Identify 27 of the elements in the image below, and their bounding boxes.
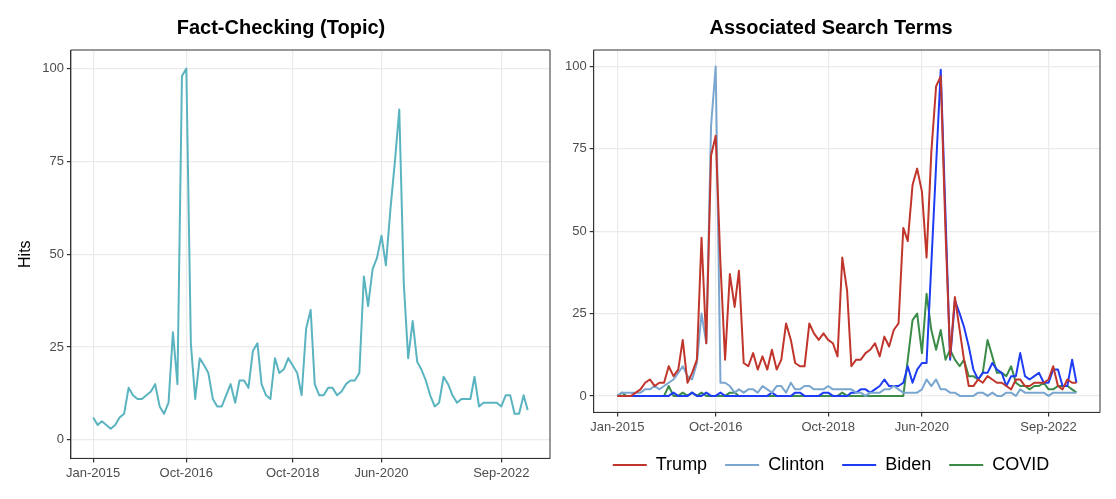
- x-tick-label: Oct-2018: [265, 464, 320, 480]
- y-tick-label: 75: [49, 152, 64, 168]
- chart-title: Associated Search Terms: [709, 15, 953, 38]
- x-tick-label: Oct-2016: [159, 464, 214, 480]
- x-tick-label: Oct-2016: [688, 418, 743, 434]
- chart-title: Fact-Checking (Topic): [176, 15, 386, 38]
- legend-label: COVID: [992, 453, 1050, 474]
- legend-label: Trump: [655, 453, 708, 474]
- x-tick-label: Sep-2022: [1020, 418, 1077, 434]
- y-tick-label: 25: [49, 338, 64, 354]
- y-tick-label: 100: [564, 58, 587, 74]
- x-tick-label: Jan-2015: [590, 418, 645, 434]
- y-tick-label: 100: [42, 60, 64, 76]
- x-tick-label: Jun-2020: [354, 464, 409, 480]
- x-tick-label: Oct-2018: [801, 418, 855, 434]
- y-tick-label: 25: [572, 305, 587, 321]
- y-tick-label: 50: [49, 245, 64, 261]
- legend-label: Clinton: [768, 453, 825, 474]
- y-tick-label: 0: [579, 387, 587, 403]
- y-axis-title: Hits: [16, 240, 34, 268]
- x-tick-label: Sep-2022: [473, 464, 530, 480]
- legend-label: Biden: [885, 453, 932, 474]
- y-tick-label: 50: [572, 222, 587, 238]
- y-tick-label: 75: [572, 140, 587, 156]
- y-tick-label: 0: [56, 431, 64, 447]
- x-tick-label: Jan-2015: [66, 464, 121, 480]
- x-tick-label: Jun-2020: [894, 418, 950, 434]
